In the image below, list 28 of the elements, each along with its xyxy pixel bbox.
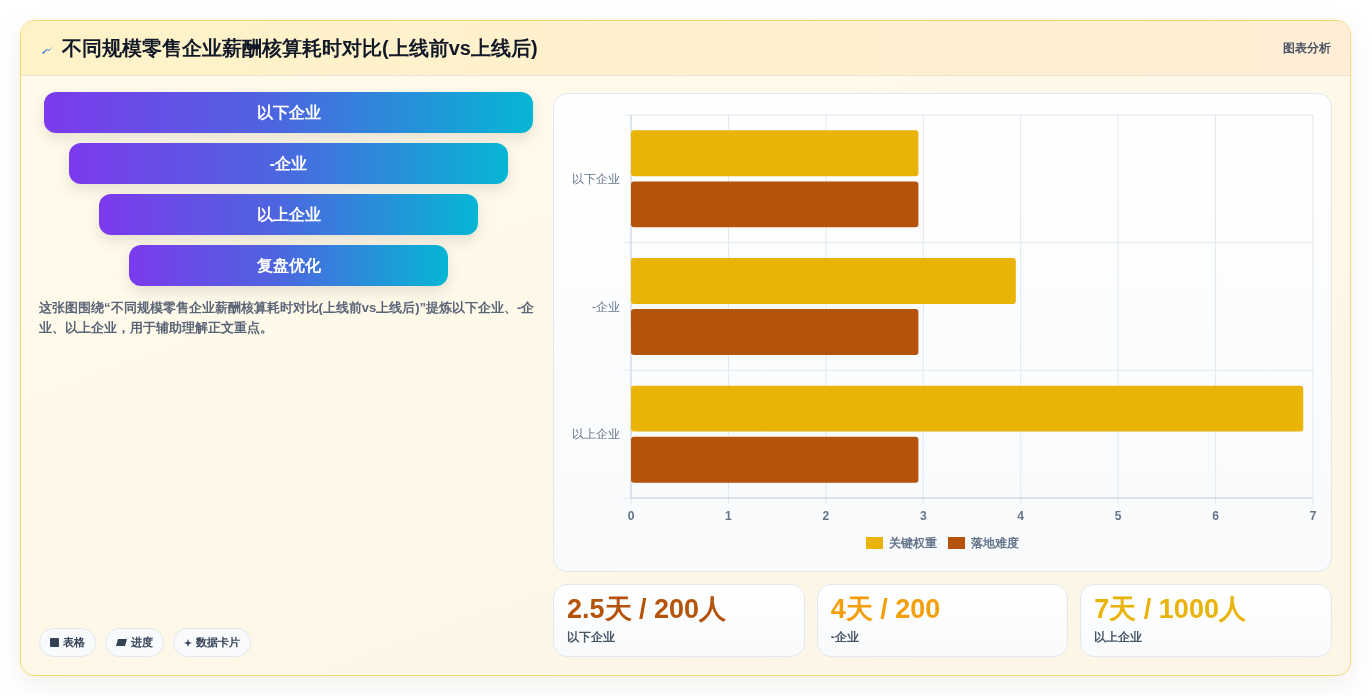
category-label: 以下企业 [256, 104, 321, 121]
category-label: 复盘优化 [256, 257, 321, 274]
text: 2.5天 / 200人 [567, 594, 727, 624]
text: 图表分析 [1283, 41, 1331, 56]
text: 表格 [63, 635, 85, 650]
x-tick-label: 4 [1017, 509, 1025, 524]
category-label: 以上企业 [1094, 629, 1143, 645]
x-tick-label: 0 [627, 509, 635, 524]
y-tick-label: -企业 [592, 299, 620, 314]
text: 这张图围绕“不同规模零售企业薪酬核算耗时对比(上线前vs上线后)”提炼以下企业、-企业、以上企业，用于辅助理解正文重点。 [39, 299, 536, 337]
x-tick-label: 1 [725, 509, 733, 524]
text: 进度 [131, 635, 153, 650]
x-tick-label: 3 [919, 509, 927, 524]
y-tick-label: 以上企业 [572, 427, 620, 442]
text: 7天 / 1000人 [1094, 594, 1246, 624]
x-tick-label: 2 [822, 509, 830, 524]
y-tick-label: 以下企业 [572, 172, 620, 187]
x-tick-label: 5 [1114, 509, 1122, 524]
x-tick-label: 7 [1309, 509, 1317, 524]
x-tick-label: 6 [1212, 509, 1220, 524]
text: 不同规模零售企业薪酬核算耗时对比(上线前vs上线后) [62, 36, 538, 60]
category-label: 以上企业 [256, 206, 321, 223]
text: 数据卡片 [196, 635, 240, 650]
legend-label: 落地难度 [970, 536, 1019, 551]
legend-label: 关键权重 [888, 536, 937, 551]
category-label: -企业 [269, 155, 308, 172]
text: 4天 / 200 [830, 594, 941, 624]
category-label: -企业 [830, 629, 859, 645]
